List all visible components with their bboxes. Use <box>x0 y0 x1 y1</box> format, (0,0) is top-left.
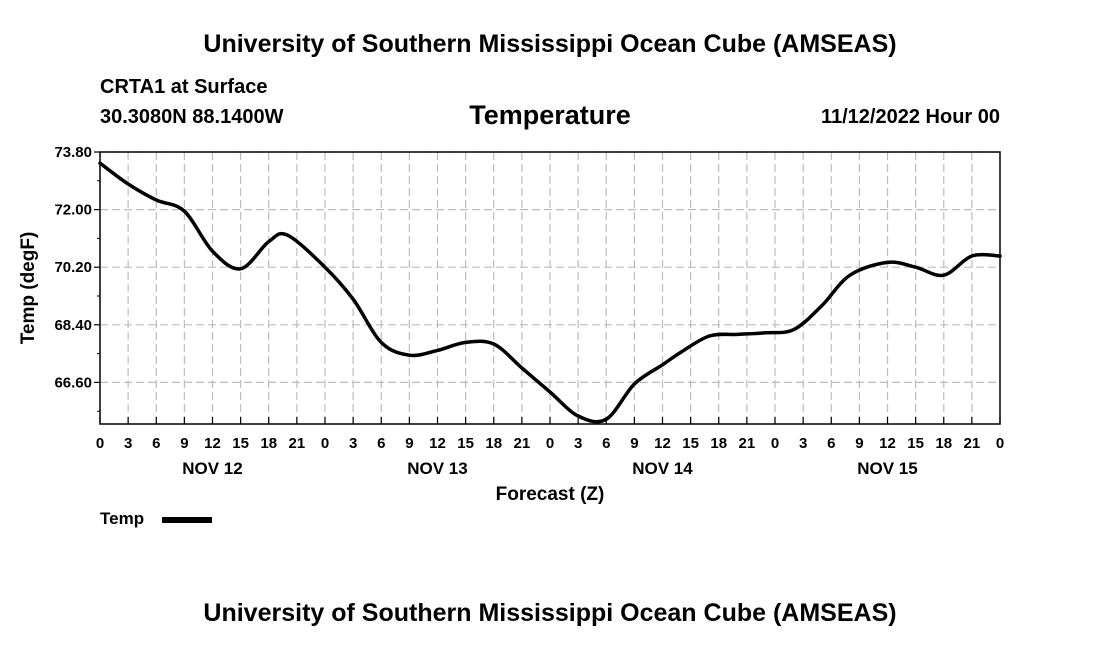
x-tick-label: 15 <box>682 435 699 452</box>
x-tick-label: 15 <box>907 435 924 452</box>
x-tick-label: 21 <box>739 435 756 452</box>
footer-title: University of Southern Mississippi Ocean… <box>203 599 897 627</box>
x-tick-label: 15 <box>232 435 249 452</box>
x-tick-label: 0 <box>96 435 104 452</box>
x-tick-label: 12 <box>879 435 896 452</box>
x-tick-label: 3 <box>799 435 807 452</box>
y-axis: 66.60 68.40 70.20 72.00 73.80 <box>54 144 100 412</box>
x-tick-label: 9 <box>180 435 188 452</box>
x-tick-label: 18 <box>710 435 727 452</box>
forecast-datetime: 11/12/2022 Hour 00 <box>820 106 1000 128</box>
coordinates-label: 30.3080N 88.1400W <box>100 106 284 128</box>
temperature-chart: 66.60 68.40 70.20 72.00 73.80 0 3 6 9 12 15 18 21 0 3… <box>18 144 1004 505</box>
x-axis-label: Forecast (Z) <box>496 484 605 505</box>
station-label: CRTA1 at Surface <box>100 76 268 98</box>
x-tick-label: 6 <box>152 435 160 452</box>
x-tick-label: 18 <box>935 435 952 452</box>
y-tick-label: 73.80 <box>54 144 92 161</box>
grid <box>100 151 1000 424</box>
x-tick-label: 12 <box>204 435 221 452</box>
day-label: NOV 15 <box>857 459 917 478</box>
x-tick-label: 21 <box>514 435 531 452</box>
x-tick-label: 12 <box>429 435 446 452</box>
x-tick-label: 6 <box>827 435 835 452</box>
x-tick-label: 6 <box>377 435 385 452</box>
y-tick-label: 70.20 <box>54 259 92 276</box>
variable-title: Temperature <box>469 100 631 130</box>
x-axis: 0 3 6 9 12 15 18 21 0 3 6 9 12 15 18 21 0 3 6 9 12 15 18 21 0 3 6 9… <box>96 417 1004 478</box>
x-tick-label: 3 <box>349 435 357 452</box>
x-tick-label: 18 <box>485 435 502 452</box>
x-tick-label: 6 <box>602 435 610 452</box>
y-axis-label: Temp (degF) <box>18 232 39 345</box>
series-line-temp <box>98 161 1002 424</box>
x-tick-label: 3 <box>124 435 132 452</box>
day-label: NOV 12 <box>182 459 242 478</box>
x-tick-label: 9 <box>855 435 863 452</box>
x-tick-label: 3 <box>574 435 582 452</box>
y-tick-label: 72.00 <box>54 202 92 219</box>
x-tick-label: 21 <box>964 435 981 452</box>
x-tick-label: 0 <box>996 435 1004 452</box>
x-tick-label: 0 <box>546 435 554 452</box>
x-tick-label: 12 <box>654 435 671 452</box>
x-tick-label: 9 <box>405 435 413 452</box>
y-tick-label: 66.60 <box>54 374 92 391</box>
x-tick-label: 9 <box>630 435 638 452</box>
y-tick-label: 68.40 <box>54 317 92 334</box>
x-tick-label: 18 <box>260 435 277 452</box>
page-title: University of Southern Mississippi Ocean… <box>203 30 897 58</box>
legend-label: Temp <box>100 509 145 528</box>
x-tick-label: 21 <box>289 435 306 452</box>
day-label: NOV 13 <box>407 459 467 478</box>
x-tick-label: 0 <box>321 435 329 452</box>
x-tick-label: 15 <box>457 435 474 452</box>
day-label: NOV 14 <box>632 459 693 478</box>
x-tick-label: 0 <box>771 435 779 452</box>
legend-line-swatch <box>162 517 212 523</box>
